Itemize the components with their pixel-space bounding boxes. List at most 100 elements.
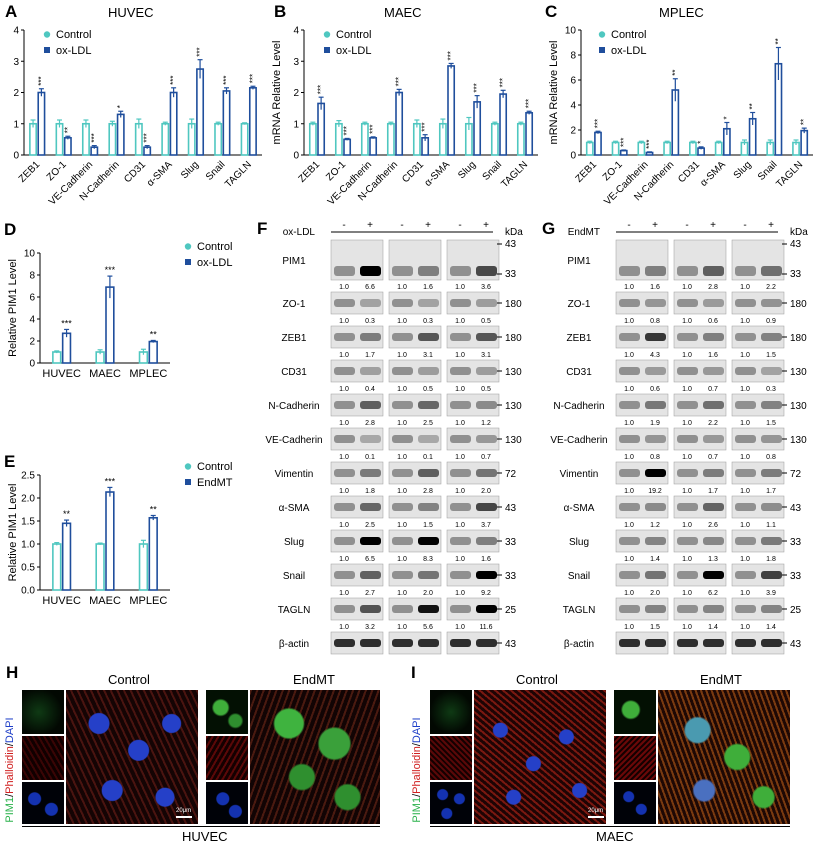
significance-label: **: [671, 70, 680, 76]
blot-band: [645, 639, 666, 647]
blot-band: [360, 469, 381, 477]
blot-band: [450, 639, 471, 647]
kda-label: kDa: [505, 227, 523, 238]
quant-label: 1.0: [397, 420, 407, 427]
significance-label: ***: [196, 47, 205, 56]
blot-panel: [330, 631, 384, 655]
quant-label: 1.5: [650, 624, 660, 631]
side-label-sep2: /: [4, 743, 16, 747]
blot-panel: [388, 393, 442, 417]
bar: [105, 491, 115, 591]
blot-row-label: N-Cadherin: [268, 401, 319, 412]
significance-label: ***: [143, 133, 152, 142]
bar: [116, 113, 125, 156]
quant-label: 1.1: [766, 522, 776, 529]
quant-label: 1.0: [624, 318, 634, 325]
blot-row-label: Snail: [568, 571, 590, 582]
y-tick-label: 8: [570, 51, 576, 62]
blot-band: [392, 639, 413, 647]
blot-band: [677, 333, 698, 341]
blot-band: [476, 299, 497, 307]
quant-label: 1.0: [682, 454, 692, 461]
x-tick-label: Snail: [756, 159, 780, 183]
blot-panel: [615, 461, 669, 485]
blot-row-label: Snail: [283, 571, 305, 582]
blot-band: [677, 266, 698, 276]
bar: [61, 522, 72, 591]
blot-band: [645, 503, 666, 511]
blot-band: [619, 333, 640, 341]
quant-label: 3.7: [481, 522, 491, 529]
blot-panel: [615, 631, 669, 655]
y-tick-label: 10: [24, 249, 36, 260]
blot-band: [450, 435, 471, 443]
blot-band: [392, 435, 413, 443]
blot-row-label: ZO-1: [283, 299, 306, 310]
quant-label: 0.3: [423, 318, 433, 325]
quant-label: 1.0: [455, 318, 465, 325]
y-tick-label: 0: [293, 151, 299, 162]
blot-band: [677, 571, 698, 579]
blot-panel: [673, 631, 727, 655]
blot-row-label: Slug: [569, 537, 589, 548]
bar: [412, 122, 421, 156]
blot-panel: [388, 597, 442, 621]
h-control-phalloidin-image: [22, 736, 64, 780]
kda-marker: 43: [790, 639, 802, 650]
y-tick-label: 6: [570, 76, 576, 87]
blot-row-label: CD31: [281, 367, 307, 378]
blot-band: [418, 333, 439, 341]
y-tick-label: 0.5: [21, 563, 35, 574]
blot-band: [450, 571, 471, 579]
quant-label: 2.2: [766, 284, 776, 291]
quant-label: 1.9: [650, 420, 660, 427]
quant-label: 1.0: [740, 352, 750, 359]
quant-label: 4.3: [650, 352, 660, 359]
quant-label: 1.0: [397, 556, 407, 563]
i-scale-bar: [588, 816, 604, 818]
quant-label: 1.0: [740, 454, 750, 461]
blot-band: [476, 537, 497, 545]
blot-band: [334, 367, 355, 375]
blot-band: [703, 639, 724, 647]
significance-label: **: [150, 329, 158, 339]
quant-label: 1.2: [650, 522, 660, 529]
i-control-pim1-image: [430, 690, 472, 734]
quant-label: 1.8: [766, 556, 776, 563]
significance-label: ***: [317, 85, 326, 94]
legend-label: ox-LDL: [56, 45, 91, 57]
significance-label: *: [722, 116, 731, 119]
blot-panel: [330, 529, 384, 553]
blot-panel: [615, 563, 669, 587]
minus-label: -: [627, 220, 630, 231]
quant-label: 1.0: [339, 386, 349, 393]
kda-marker: 180: [505, 333, 522, 344]
blot-band: [735, 469, 756, 477]
quant-label: 1.0: [455, 556, 465, 563]
blot-svg: G EndMT - + - + - + kDa PIM1 1.0 1.6 1.0 2.8 1.0 2.2 43 3…: [542, 219, 808, 675]
microscopy-h-treated-title: EndMT: [293, 672, 335, 687]
blot-band: [450, 401, 471, 409]
y-axis-label: mRNA Relative Level: [0, 41, 3, 145]
panel-letter-h: H: [6, 663, 19, 682]
blot-band: [418, 571, 439, 579]
bar: [148, 516, 158, 591]
legend-label: Control: [197, 461, 232, 473]
blot-band: [392, 266, 413, 276]
quant-label: 1.0: [624, 352, 634, 359]
x-tick-label: Slug: [456, 159, 478, 181]
bar: [161, 122, 170, 156]
blot-band: [619, 503, 640, 511]
kda-marker: 130: [790, 435, 807, 446]
significance-label: ***: [645, 140, 654, 149]
blot-band: [703, 367, 724, 375]
quant-label: 1.5: [766, 420, 776, 427]
quant-label: 1.0: [455, 488, 465, 495]
blot-band: [418, 367, 439, 375]
blot-band: [334, 266, 355, 276]
blot-row-label: ZO-1: [568, 299, 591, 310]
blot-band: [418, 503, 439, 511]
blot-panel: [388, 563, 442, 587]
microscopy-i-cell-label: MAEC: [596, 829, 634, 844]
quant-label: 1.0: [397, 386, 407, 393]
